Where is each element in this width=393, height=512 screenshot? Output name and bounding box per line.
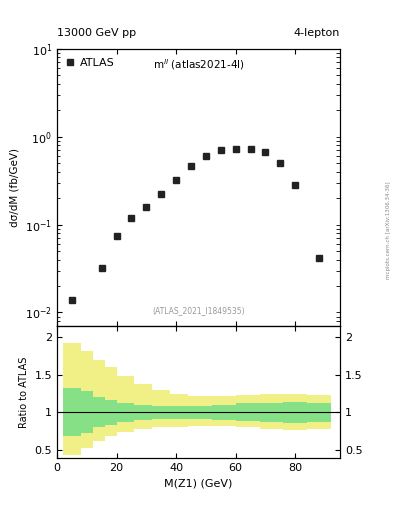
ATLAS: [99, 265, 104, 271]
ATLAS: [174, 177, 178, 183]
Y-axis label: dσ/dM (fb/GeV): dσ/dM (fb/GeV): [9, 148, 20, 227]
ATLAS: [204, 153, 208, 159]
ATLAS: [233, 145, 238, 152]
Text: m$^{ll}$ (atlas2021-4l): m$^{ll}$ (atlas2021-4l): [152, 57, 244, 72]
Text: 13000 GeV pp: 13000 GeV pp: [57, 28, 136, 37]
Text: 4-lepton: 4-lepton: [294, 28, 340, 37]
ATLAS: [317, 254, 321, 261]
Text: mcplots.cern.ch [arXiv:1306.34-36]: mcplots.cern.ch [arXiv:1306.34-36]: [386, 182, 391, 279]
ATLAS: [129, 215, 134, 221]
X-axis label: M(Z1) (GeV): M(Z1) (GeV): [164, 479, 233, 488]
Text: (ATLAS_2021_I1849535): (ATLAS_2021_I1849535): [152, 306, 245, 315]
Line: ATLAS: ATLAS: [69, 145, 322, 303]
ATLAS: [70, 296, 74, 303]
ATLAS: [278, 160, 283, 166]
ATLAS: [248, 145, 253, 152]
Legend: ATLAS: ATLAS: [62, 54, 118, 71]
ATLAS: [114, 232, 119, 239]
ATLAS: [263, 149, 268, 155]
ATLAS: [159, 191, 163, 198]
ATLAS: [219, 147, 223, 153]
ATLAS: [189, 163, 193, 169]
Y-axis label: Ratio to ATLAS: Ratio to ATLAS: [19, 356, 29, 428]
ATLAS: [144, 203, 149, 209]
ATLAS: [293, 182, 298, 188]
